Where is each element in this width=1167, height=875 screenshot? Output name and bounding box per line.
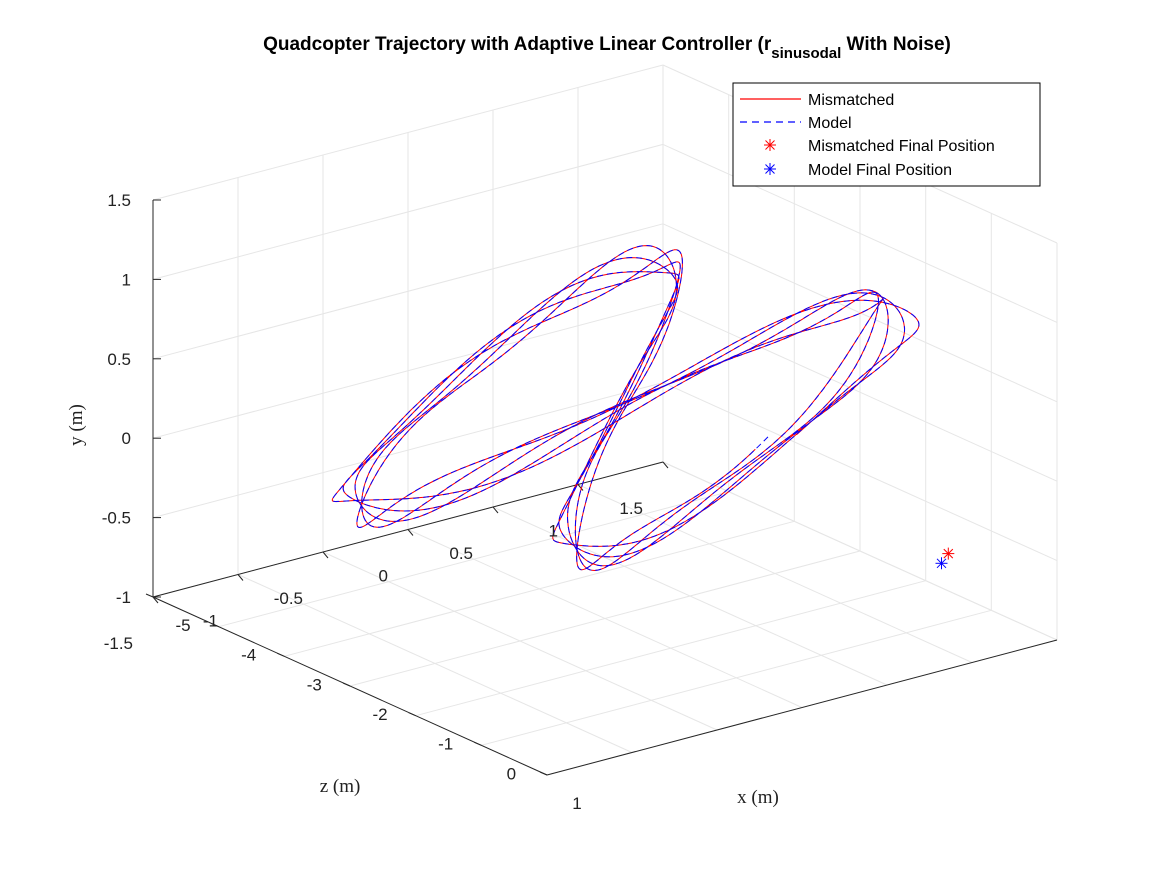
y-tick-label: 0 [122,429,131,448]
grid-line [662,143,1058,323]
grid-line [152,302,664,439]
x-axis-label: x (m) [737,787,779,808]
x-tick-label: -2 [372,705,387,724]
x-tick [539,771,548,776]
x-tick-label: -3 [307,675,322,694]
grid-line [152,223,664,360]
y-tick-label: -0.5 [102,509,131,528]
x-tick-label: 0 [507,764,516,783]
grid-line [152,143,664,280]
grid-line [322,551,718,731]
z-tick [237,574,244,581]
grid-line [407,529,803,708]
z-tick-label: 0.5 [449,544,473,563]
x-tick-label: 1 [572,794,581,813]
z-tick-label: -0.5 [274,589,303,608]
tick-labels: -1 -0.5 0 0.5 1 1.5 -5 -4 -3 -2 -1 0 1 -1.5 -1 -0.5 0 0.5… [102,191,643,813]
legend-star-blue-icon [764,163,776,175]
x-tick [211,623,219,628]
final-position-markers [935,547,955,570]
z-tick-label: 0 [379,567,388,586]
z-tick-label: -1.5 [104,634,133,653]
y-tick-label: 1 [122,270,131,289]
grid-line [237,574,633,753]
grid-line [662,382,1058,562]
y-axis-label: y (m) [66,404,87,446]
z-tick-label: 1.5 [619,499,643,518]
final-position-mismatched-icon [942,547,955,560]
x-tick-label: -4 [241,646,256,665]
x-tick [408,712,416,717]
x-tick [342,682,351,687]
legend-label-model-final: Model Final Position [808,162,952,179]
z-axis-label: z (m) [320,776,361,797]
z-tick [492,506,499,514]
legend-label-mismatched-final: Mismatched Final Position [808,138,995,155]
trajectory-curves [331,244,920,572]
axes-box [145,199,1058,776]
z-tick [407,529,414,536]
legend: Mismatched Model Mismatched Final Positi… [732,82,1041,187]
x-tick [277,652,285,657]
x-tick-label: -1 [438,735,453,754]
x-tick [145,593,154,598]
z-tick [152,596,159,604]
legend-box [732,82,1041,187]
x-tick [474,741,482,746]
series-line-model [331,244,920,571]
z-tick [322,551,329,559]
grid-line [152,382,664,519]
legend-star-red-icon [764,139,776,151]
legend-label-model: Model [808,115,852,132]
x-axis-line-right [546,639,1058,776]
final-position-model-icon [935,557,948,570]
y-tick-label: 1.5 [107,191,131,210]
grid-line [662,302,1058,482]
grid-line [152,64,664,201]
x-tick-label: -5 [175,616,190,635]
z-tick-label: -1 [203,612,218,631]
legend-label-mismatched: Mismatched [808,92,894,109]
z-tick [577,484,584,491]
z-tick-label: 1 [549,522,558,541]
y-tick-label: -1 [116,588,131,607]
grid-line [577,484,973,663]
z-tick [662,461,669,469]
grid-line [492,506,888,686]
y-tick-label: 0.5 [107,350,131,369]
chart-title: Quadcopter Trajectory with Adaptive Line… [263,34,951,62]
